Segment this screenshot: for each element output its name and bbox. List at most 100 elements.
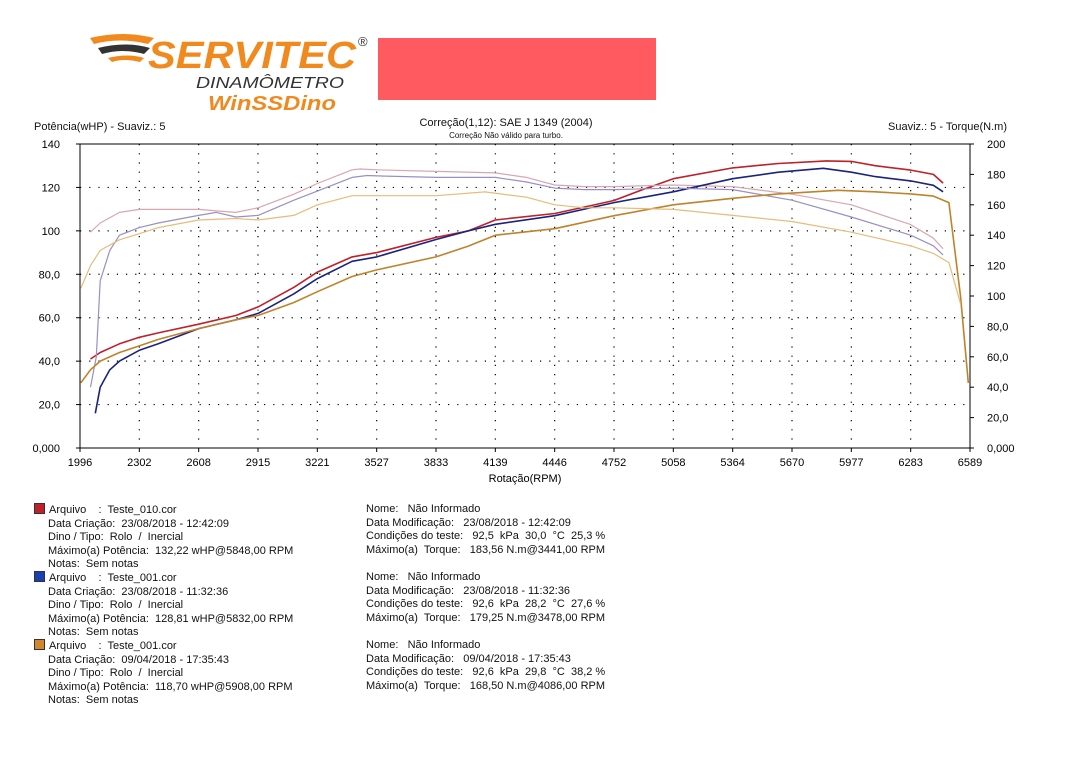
info-row: Nome: Não Informado	[366, 639, 605, 653]
info-value: 09/04/2018 - 17:35:43	[463, 652, 571, 665]
file-label: Arquivo :	[49, 640, 108, 652]
info-row: Máximo(a) Potência: 128,81 wHP@5832,00 R…	[34, 613, 293, 627]
info-label: Notas:	[48, 626, 86, 639]
swoosh-icon	[90, 34, 154, 62]
correction-note: Correção Não válido para turbo.	[449, 131, 563, 140]
x-tick-label: 4446	[542, 457, 566, 469]
y-right-tick-label: 200	[987, 139, 1005, 151]
info-value: Rolo / Inercial	[109, 531, 184, 544]
x-tick-label: 6283	[898, 457, 922, 469]
info-row: Dino / Tipo: Rolo / Inercial	[34, 667, 293, 681]
test-info-left: Arquivo : Teste_001.cor Data Criação: 09/…	[34, 639, 293, 708]
info-row: Data Criação: 23/08/2018 - 12:42:09	[34, 518, 293, 532]
info-label: Nome:	[366, 571, 408, 583]
right-axis-title: Suaviz.: 5 - Torque(N.m)	[888, 121, 1008, 133]
y-left-tick-label: 120	[42, 182, 60, 194]
info-value: Não Informado	[407, 503, 481, 515]
x-tick-label: 2915	[246, 457, 270, 469]
logo-subtitle: DINAMÔMETRO	[196, 73, 344, 92]
test-info-right: Nome: Não Informado Data Modificação: 23/…	[366, 503, 605, 557]
info-value: Não Informado	[407, 639, 481, 651]
x-tick-label: 3833	[424, 457, 448, 469]
y-left-tick-label: 80,0	[39, 269, 60, 281]
info-value: 183,56 N.m@3441,00 RPM	[469, 543, 606, 556]
y-right-tick-label: 120	[987, 261, 1005, 273]
info-row: Data Modificação: 09/04/2018 - 17:35:43	[366, 653, 605, 667]
info-value: Rolo / Inercial	[109, 599, 184, 612]
info-row: Arquivo : Teste_001.cor	[34, 571, 293, 586]
info-row: Dino / Tipo: Rolo / Inercial	[34, 531, 293, 545]
y-right-tick-label: 80,0	[987, 321, 1008, 333]
info-value: Não Informado	[407, 571, 481, 583]
x-tick-label: 1996	[68, 457, 92, 469]
info-row: Arquivo : Teste_001.cor	[34, 639, 293, 654]
series-swatch	[34, 503, 45, 514]
y-left-tick-label: 40,0	[39, 356, 60, 368]
info-row: Condições do teste: 92,6 kPa 28,2 °C 27,…	[366, 598, 605, 612]
series-swatch	[34, 571, 45, 582]
x-tick-label: 5977	[839, 457, 863, 469]
info-label: Dino / Tipo:	[48, 531, 110, 544]
file-value: Teste_010.cor	[107, 504, 177, 516]
x-tick-label: 5364	[720, 457, 744, 469]
x-tick-label: 2608	[186, 457, 210, 469]
info-row: Condições do teste: 92,6 kPa 29,8 °C 38,…	[366, 666, 605, 680]
servitec-logo: SERVITEC ® DINAMÔMETRO WinSSDino	[90, 34, 368, 115]
info-row: Nome: Não Informado	[366, 503, 605, 517]
info-value: 179,25 N.m@3478,00 RPM	[469, 611, 606, 624]
y-right-tick-label: 140	[987, 230, 1005, 242]
info-value: 23/08/2018 - 12:42:09	[463, 516, 571, 529]
info-row: Notas: Sem notas	[34, 694, 293, 708]
y-left-tick-label: 0,000	[32, 443, 60, 455]
info-value: 92,6 kPa 28,2 °C 27,6 %	[472, 598, 606, 611]
y-right-tick-label: 0,000	[987, 443, 1015, 455]
info-row: Dino / Tipo: Rolo / Inercial	[34, 599, 293, 613]
x-tick-label: 6589	[958, 457, 982, 469]
test-info-right: Nome: Não Informado Data Modificação: 23/…	[366, 571, 605, 625]
info-value: 128,81 wHP@5832,00 RPM	[154, 612, 294, 625]
info-label: Nome:	[366, 503, 408, 515]
info-row: Máximo(a) Potência: 132,22 wHP@5848,00 R…	[34, 545, 293, 559]
info-label: Máximo(a) Potência:	[48, 544, 155, 557]
info-value: 92,5 kPa 30,0 °C 25,3 %	[472, 530, 606, 543]
file-label: Arquivo :	[49, 504, 108, 516]
x-tick-label: 3221	[305, 457, 329, 469]
logo-brand: SERVITEC	[148, 35, 357, 77]
y-right-tick-label: 180	[987, 169, 1005, 181]
x-tick-label: 5670	[780, 457, 804, 469]
series-line-power	[80, 189, 970, 384]
file-value: Teste_001.cor	[107, 572, 177, 584]
x-tick-label: 4752	[602, 457, 626, 469]
info-label: Nome:	[366, 639, 408, 651]
logo-product: WinSSDino	[208, 93, 336, 115]
logo-registered: ®	[358, 34, 368, 49]
info-value: 09/04/2018 - 17:35:43	[121, 653, 230, 666]
left-axis-title: Potência(wHP) - Suaviz.: 5	[34, 121, 166, 133]
info-row: Data Criação: 09/04/2018 - 17:35:43	[34, 654, 293, 668]
info-label: Condições do teste:	[366, 598, 473, 611]
file-label: Arquivo :	[49, 572, 108, 584]
correction-label: Correção(1,12): SAE J 1349 (2004)	[419, 117, 593, 129]
info-label: Máximo(a) Torque:	[366, 679, 470, 692]
x-tick-label: 4139	[483, 457, 507, 469]
series-line-power	[90, 160, 944, 360]
x-tick-label: 5058	[661, 457, 685, 469]
info-label: Data Modificação:	[366, 652, 464, 665]
info-label: Máximo(a) Potência:	[48, 680, 155, 693]
y-left-tick-label: 140	[42, 139, 60, 151]
info-label: Dino / Tipo:	[48, 667, 110, 680]
test-info-right: Nome: Não Informado Data Modificação: 09/…	[366, 639, 605, 693]
info-value: 132,22 wHP@5848,00 RPM	[154, 544, 294, 557]
y-left-tick-label: 100	[42, 226, 60, 238]
info-label: Notas:	[48, 558, 86, 571]
info-row: Arquivo : Teste_010.cor	[34, 503, 293, 518]
info-label: Dino / Tipo:	[48, 599, 110, 612]
info-row: Máximo(a) Potência: 118,70 wHP@5908,00 R…	[34, 681, 293, 695]
info-value: 118,70 wHP@5908,00 RPM	[154, 680, 293, 693]
dyno-chart: 1996 2302 2608 2915 3221 3527 3833 4139 4446 4752…	[32, 139, 1015, 485]
info-row: Notas: Sem notas	[34, 626, 293, 640]
series-line-torque	[89, 174, 944, 388]
info-label: Data Modificação:	[366, 516, 464, 529]
test-info-left: Arquivo : Teste_010.cor Data Criação: 23/…	[34, 503, 293, 572]
series-line-power	[94, 167, 944, 414]
